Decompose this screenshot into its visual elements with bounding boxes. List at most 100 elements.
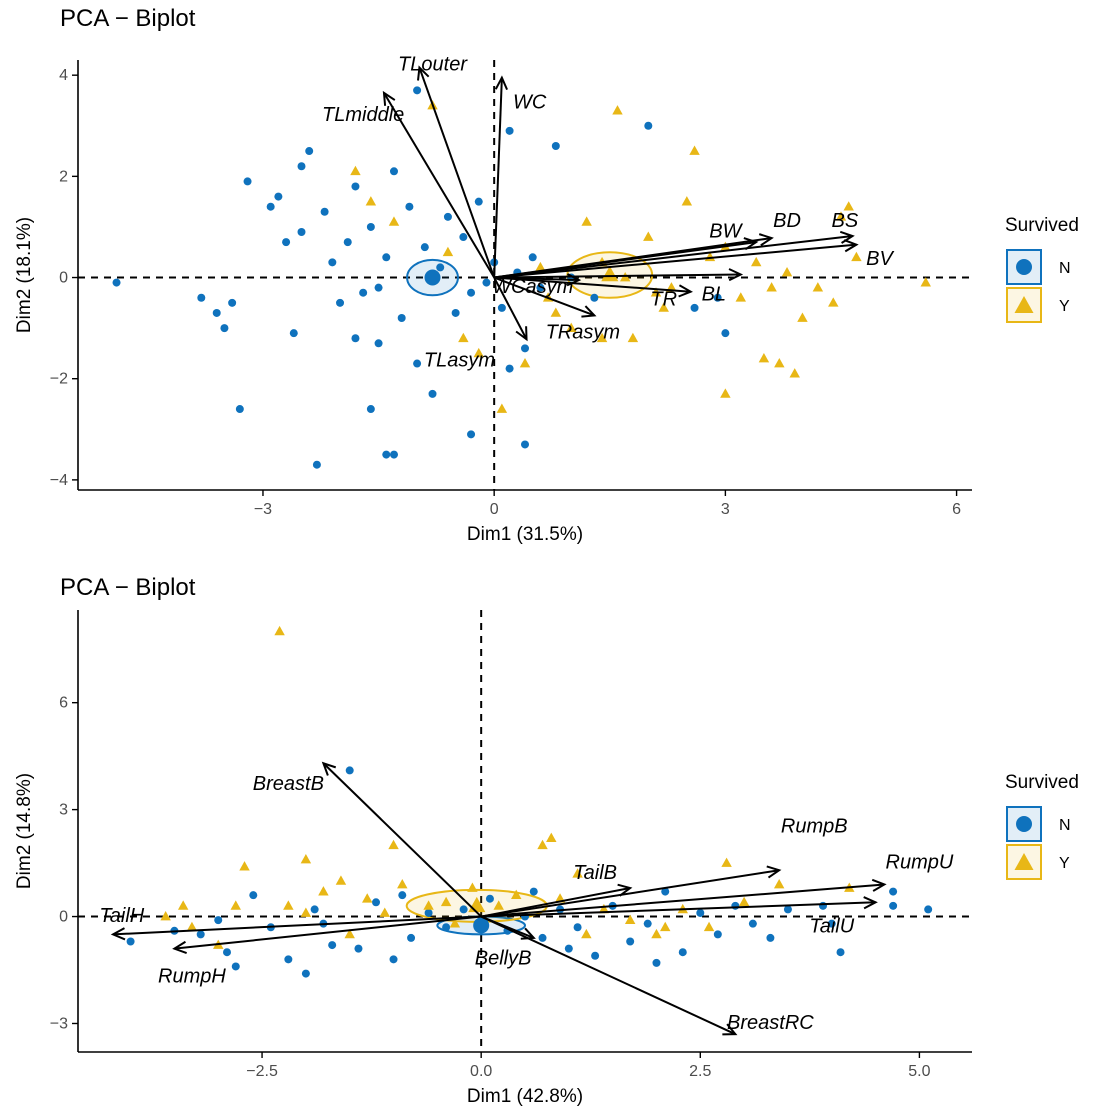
point-N — [529, 887, 538, 896]
point-Y — [750, 256, 762, 267]
chart-title: PCA − Biplot — [60, 5, 196, 32]
x-tick-label: 2.5 — [689, 1063, 711, 1080]
point-N — [282, 238, 291, 247]
vector-BV — [494, 243, 857, 279]
legend: Survived N Y — [1005, 215, 1079, 323]
vector-label: BW — [709, 220, 743, 242]
point-Y — [423, 900, 434, 910]
point-Y — [344, 928, 355, 939]
y-tick-label: −3 — [50, 1015, 68, 1032]
point-Y — [624, 914, 636, 924]
point-N — [235, 405, 244, 414]
y-tick-label: 0 — [59, 270, 68, 287]
vector-arrowhead-TLmiddle — [382, 90, 396, 106]
point-N — [748, 919, 757, 928]
point-Y — [627, 332, 639, 343]
point-N — [690, 303, 699, 312]
point-Y — [612, 105, 623, 115]
vector-label: TailU — [809, 916, 854, 938]
point-Y — [581, 216, 592, 226]
point-N — [223, 948, 231, 957]
point-N — [398, 891, 407, 900]
x-tick-label: −3 — [254, 501, 272, 518]
point-N — [497, 303, 506, 312]
point-N — [443, 212, 452, 221]
vector-arrowhead-BV — [843, 239, 859, 253]
point-Y — [362, 893, 373, 903]
point-N — [413, 86, 422, 95]
vector-label: RumpB — [781, 816, 848, 838]
vector-BS — [494, 235, 853, 279]
vector-label: TailH — [99, 905, 144, 927]
point-N — [538, 933, 547, 942]
point-Y — [835, 211, 847, 221]
vector-label: RumpH — [158, 965, 226, 987]
point-N — [126, 937, 135, 946]
point-Y — [449, 918, 461, 928]
point-Y — [660, 921, 671, 932]
point-N — [197, 293, 206, 302]
point-N — [328, 258, 337, 267]
point-Y — [797, 312, 808, 322]
vector-TR — [494, 276, 691, 293]
vector-arrowhead-BD — [758, 233, 774, 247]
point-N — [297, 162, 306, 171]
vector-RumpU — [481, 883, 885, 918]
x-tick-label: 0 — [490, 501, 499, 518]
point-Y — [643, 231, 654, 241]
point-N — [528, 253, 537, 262]
point-Y — [537, 839, 548, 850]
point-N — [274, 192, 283, 201]
vector-TLmiddle — [383, 92, 496, 279]
point-N — [836, 948, 845, 957]
x-tick-label: 0.0 — [470, 1063, 492, 1080]
point-N — [424, 908, 433, 917]
point-Y — [473, 347, 484, 358]
point-Y — [781, 266, 793, 277]
point-N — [345, 766, 354, 775]
point-Y — [493, 900, 504, 910]
point-N — [301, 969, 310, 978]
vector-label: RumpU — [886, 851, 954, 873]
point-Y — [300, 907, 312, 917]
point-Y — [496, 403, 508, 413]
point-Y — [703, 921, 715, 932]
point-N — [731, 901, 740, 910]
point-Y — [681, 196, 693, 206]
vector-arrowhead-TLasym — [515, 326, 528, 342]
vector-TailH — [113, 915, 482, 936]
point-Y — [365, 196, 377, 206]
legend-title: Survived — [1005, 772, 1079, 793]
point-Y — [812, 282, 824, 292]
vector-arrowhead-BellyB — [520, 927, 536, 940]
vector-arrowhead-BW — [743, 237, 759, 251]
point-Y — [566, 322, 577, 332]
point-N — [827, 919, 836, 928]
point-N — [505, 126, 514, 135]
point-N — [505, 364, 514, 373]
point-N — [591, 951, 600, 960]
point-Y — [581, 928, 592, 939]
point-N — [336, 298, 345, 307]
point-Y — [598, 903, 610, 914]
point-Y — [379, 907, 390, 917]
point-N — [407, 933, 416, 942]
vector-TLouter — [418, 67, 496, 278]
y-tick-label: 3 — [59, 802, 68, 819]
point-N — [924, 905, 933, 914]
point-N — [214, 916, 223, 925]
point-N — [721, 329, 730, 338]
point-N — [212, 308, 221, 317]
point-N — [266, 202, 275, 211]
vector-arrowhead-TLouter — [417, 65, 430, 81]
point-N — [442, 923, 451, 932]
point-N — [467, 430, 476, 439]
vector-BreastRC — [480, 915, 736, 1036]
point-N — [389, 955, 398, 964]
vector-label: BellyB — [475, 948, 532, 970]
centroid-Y — [601, 266, 619, 282]
point-N — [428, 389, 437, 398]
point-Y — [300, 854, 312, 864]
vector-arrowhead-TR — [678, 284, 693, 298]
point-N — [374, 283, 383, 292]
